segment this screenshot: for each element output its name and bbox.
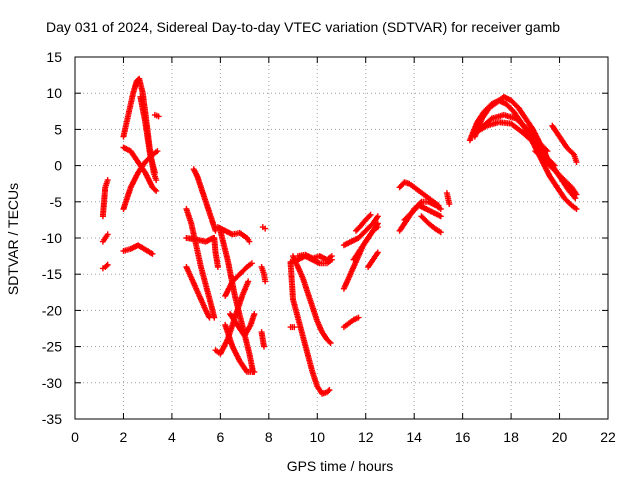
x-tick-label: 0 (71, 429, 79, 445)
y-tick-label: 5 (54, 121, 62, 137)
series-arc-18 (222, 260, 255, 299)
y-tick-label: 10 (46, 85, 62, 101)
data-points-arc-25 (290, 253, 334, 346)
data-points-arc-33 (365, 249, 381, 270)
data-points-arc-15 (211, 235, 221, 270)
series-arc-34 (353, 211, 374, 234)
chart-title: Day 031 of 2024, Sidereal Day-to-day VTE… (46, 19, 560, 35)
x-axis-ticks: 0 2 4 6 8 10 12 14 16 18 20 22 (71, 57, 616, 445)
series-arc-10 (190, 166, 219, 234)
data-points-arc-21 (258, 264, 269, 285)
x-tick-label: 2 (120, 429, 128, 445)
series-arc-8 (120, 242, 156, 257)
data-points-arc-28 (287, 324, 298, 331)
data-points-arc-45 (549, 122, 580, 165)
data-points-arc-27 (294, 251, 335, 263)
series-arc-19 (227, 311, 258, 339)
series-arc-29 (340, 314, 362, 331)
y-tick-label: -15 (42, 266, 62, 282)
x-tick-label: 12 (358, 429, 374, 445)
series-arc-32 (350, 224, 381, 263)
series-arc-7 (137, 93, 158, 176)
series-arc-44 (532, 148, 580, 198)
series-arc-23 (259, 224, 269, 232)
series-arc-39 (443, 190, 453, 207)
y-tick-label: -35 (42, 411, 62, 427)
y-tick-label: -20 (42, 302, 62, 318)
series-arc-6 (120, 144, 160, 194)
x-tick-label: 6 (216, 429, 224, 445)
data-points-arc-29 (340, 314, 362, 331)
series-arc-22 (258, 329, 267, 350)
data-points-arc-34 (353, 211, 374, 234)
data-points-arc-17 (217, 227, 257, 375)
x-tick-label: 14 (406, 429, 422, 445)
series-arc-2 (99, 231, 111, 245)
data-points-arc-6 (120, 144, 160, 194)
y-tick-label: -25 (42, 339, 62, 355)
series-arc-15 (211, 235, 221, 270)
y-axis-ticks: 15 10 5 0 -5 -10 -15 -20 -25 -30 -35 (42, 49, 608, 427)
data-points-arc-30 (340, 213, 381, 249)
x-tick-label: 22 (600, 429, 616, 445)
data-points-arc-3 (99, 261, 111, 272)
x-tick-label: 18 (503, 429, 519, 445)
data-points-arc-11 (183, 206, 218, 321)
series-arc-33 (365, 249, 381, 270)
x-tick-label: 4 (168, 429, 176, 445)
data-points-arc-23 (259, 224, 269, 232)
x-tick-label: 16 (455, 429, 471, 445)
series-arc-30 (340, 213, 381, 249)
x-tick-label: 20 (552, 429, 568, 445)
data-marks (99, 75, 580, 397)
data-points-arc-44 (532, 148, 580, 198)
x-axis-label: GPS time / hours (287, 458, 394, 474)
data-points-arc-39 (443, 190, 453, 207)
data-points-arc-19 (227, 311, 258, 339)
series-arc-37 (401, 202, 444, 223)
data-points-arc-2 (99, 231, 111, 245)
series-arc-45 (549, 122, 580, 165)
data-points-arc-7 (137, 93, 158, 176)
data-points-arc-32 (350, 224, 381, 263)
series-arc-21 (258, 264, 269, 285)
y-tick-label: -10 (42, 230, 62, 246)
data-points-arc-20 (222, 321, 258, 375)
data-points-arc-18 (222, 260, 255, 299)
data-points-arc-10 (190, 166, 219, 234)
data-points-arc-22 (258, 329, 267, 350)
series-arc-17 (217, 227, 257, 375)
data-points-arc-38 (418, 213, 444, 236)
plot-frame (74, 56, 609, 420)
data-points-arc-9 (151, 111, 162, 120)
series-arc-11 (183, 206, 218, 321)
x-tick-label: 8 (265, 429, 273, 445)
series-arc-1 (99, 177, 111, 220)
series-arc-3 (99, 261, 111, 272)
series-arc-27 (294, 251, 335, 263)
series-arc-9 (151, 111, 162, 120)
data-points-arc-37 (401, 202, 444, 223)
y-tick-label: 15 (46, 49, 62, 65)
data-points-arc-1 (99, 177, 111, 220)
series-arc-25 (290, 253, 334, 346)
x-tick-label: 10 (309, 429, 325, 445)
series-arc-38 (418, 213, 444, 236)
y-tick-label: -5 (50, 194, 63, 210)
y-tick-label: -30 (42, 375, 62, 391)
series-arc-43 (476, 111, 551, 155)
series-arc-12 (183, 264, 213, 321)
data-points-arc-8 (120, 242, 156, 257)
series-arc-28 (287, 324, 298, 331)
y-tick-label: 0 (54, 158, 62, 174)
y-axis-label: SDTVAR / TECUs (5, 183, 21, 295)
series-arc-20 (222, 321, 258, 375)
data-points-arc-12 (183, 264, 213, 321)
data-points-arc-43 (476, 111, 551, 155)
